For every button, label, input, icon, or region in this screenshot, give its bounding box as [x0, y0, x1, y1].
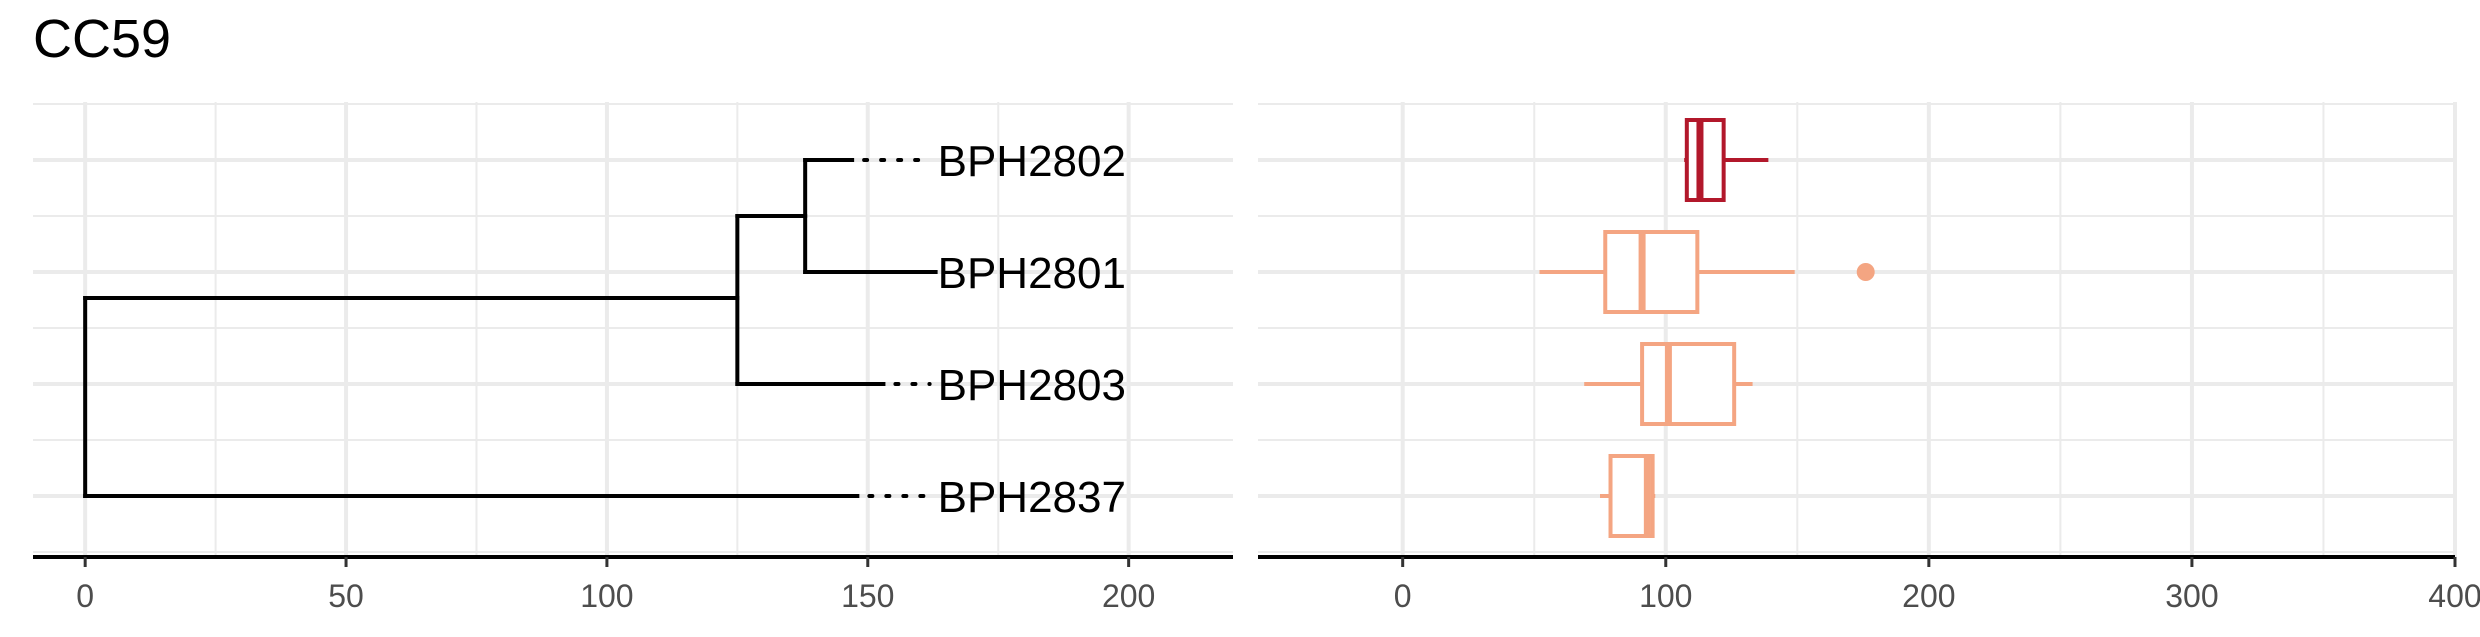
box-x-tick-label: 200 — [1902, 578, 1955, 614]
tree-x-tick-label: 0 — [76, 578, 94, 614]
box-bph2803 — [1584, 342, 1753, 426]
boxplot-panel: 0 100 200 300 400 — [1258, 102, 2480, 614]
box-x-tick-label: 0 — [1394, 578, 1412, 614]
tree-x-tick-label: 150 — [841, 578, 894, 614]
tree-panel: 0 50 100 150 200 BPH2802 BPH2801 BPH2803 BPH2837 — [33, 102, 1233, 614]
tree-tip-label: BPH2837 — [938, 473, 1126, 522]
box-iqr-rect — [1603, 230, 1700, 314]
box-bph2802 — [1684, 118, 1769, 202]
box-outlier-point — [1856, 263, 1875, 281]
box-x-tick-label: 100 — [1639, 578, 1692, 614]
chart-title: CC59 — [33, 9, 172, 69]
box-bph2801 — [1539, 230, 1875, 314]
box-x-tick-label: 300 — [2165, 578, 2218, 614]
box-iqr-rect — [1684, 118, 1726, 202]
tree-tip-label: BPH2802 — [938, 137, 1126, 186]
tree-x-tick-label: 200 — [1102, 578, 1155, 614]
tree-tip-label: BPH2801 — [938, 249, 1126, 298]
box-bph2837 — [1600, 454, 1656, 538]
box-x-tick-label: 400 — [2428, 578, 2480, 614]
tree-tip-label: BPH2803 — [938, 361, 1126, 410]
tree-x-tick-label: 50 — [328, 578, 364, 614]
tree-x-tick-label: 100 — [580, 578, 633, 614]
box-iqr-rect — [1640, 342, 1737, 426]
